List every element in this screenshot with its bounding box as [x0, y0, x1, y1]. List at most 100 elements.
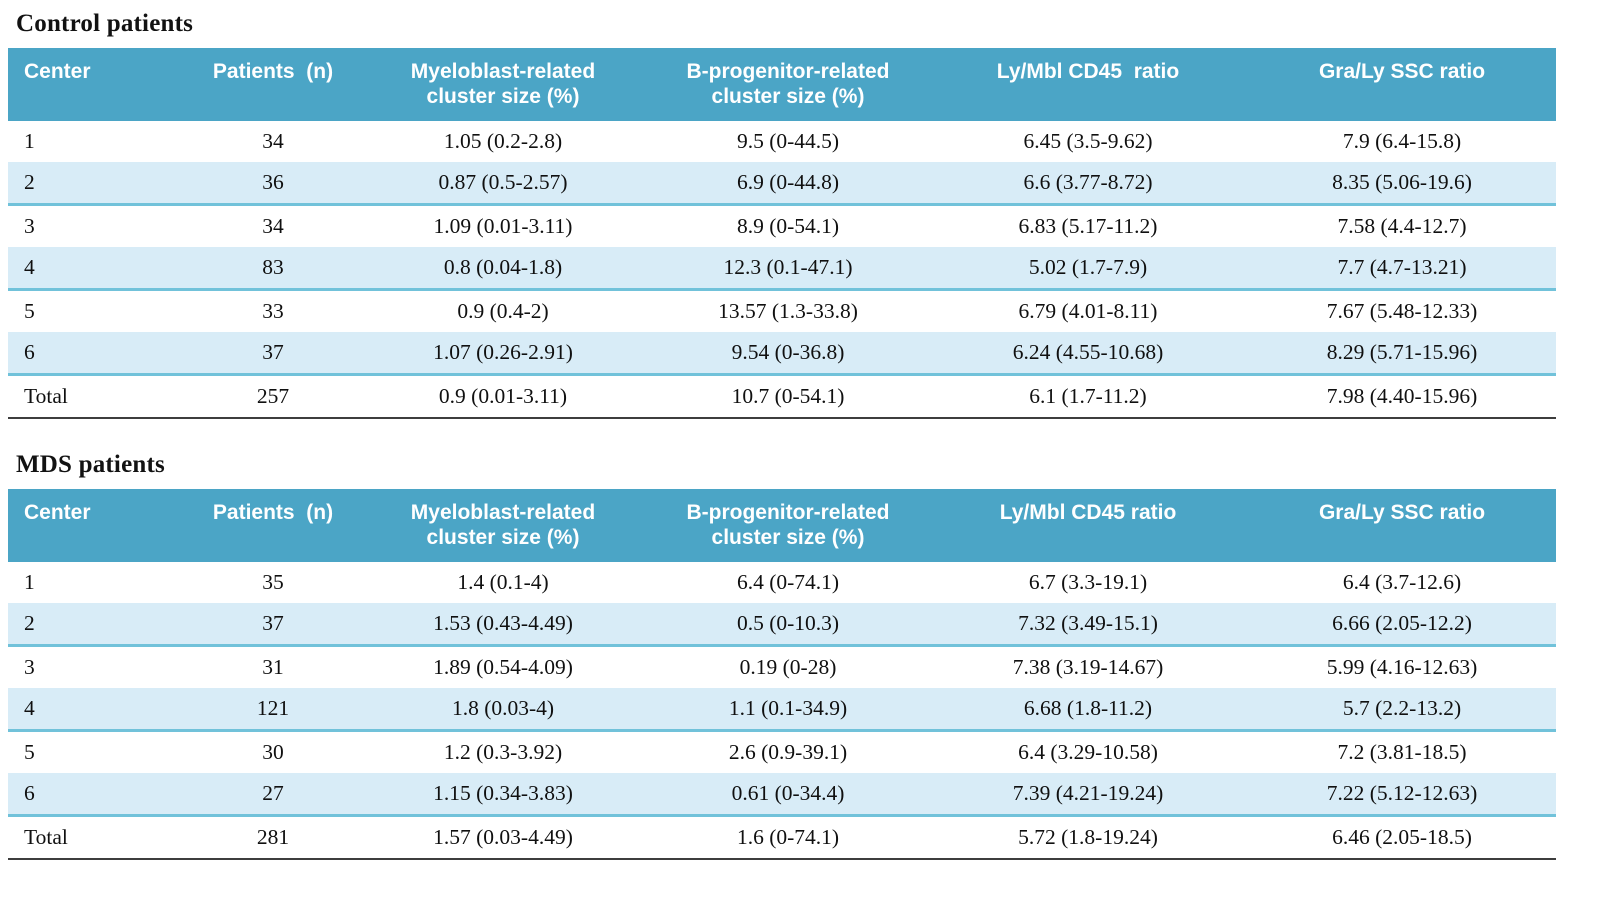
column-header: B-progenitor-related cluster size (%)	[648, 48, 928, 121]
table-cell: 6.4 (3.7-12.6)	[1248, 562, 1556, 603]
column-header: Patients (n)	[188, 48, 358, 121]
total-row: Total 281 1.57 (0.03-4.49) 1.6 (0-74.1) 5.72…	[8, 815, 1556, 860]
table-cell: 8.29 (5.71-15.96)	[1248, 332, 1556, 376]
table-cell: 10.7 (0-54.1)	[648, 374, 928, 419]
table-cell: 5	[8, 289, 188, 332]
table-cell: 7.38 (3.19-14.67)	[928, 645, 1248, 688]
table-cell: 1	[8, 121, 188, 162]
table-cell: 1.15 (0.34-3.83)	[358, 773, 648, 817]
table-cell: 30	[188, 730, 358, 773]
table-cell: 5.7 (2.2-13.2)	[1248, 688, 1556, 732]
table-cell: Total	[8, 815, 188, 860]
table-cell: 7.2 (3.81-18.5)	[1248, 730, 1556, 773]
control-patients-section: Control patients Center Patients (n) Myelo…	[8, 10, 1619, 419]
column-header: Gra/Ly SSC ratio	[1248, 48, 1556, 121]
table-cell: 1.4 (0.1-4)	[358, 562, 648, 603]
table-cell: 2	[8, 162, 188, 206]
table-cell: 281	[188, 815, 358, 860]
table-cell: 5.02 (1.7-7.9)	[928, 247, 1248, 291]
table-row: 5 33 0.9 (0.4-2) 13.57 (1.3-33.8) 6.79 (4.01…	[8, 289, 1556, 332]
table-cell: 1	[8, 562, 188, 603]
table-cell: 6.46 (2.05-18.5)	[1248, 815, 1556, 860]
column-header: Center	[8, 48, 188, 121]
table-cell: 0.9 (0.01-3.11)	[358, 374, 648, 419]
table-cell: 3	[8, 204, 188, 247]
table-cell: 8.35 (5.06-19.6)	[1248, 162, 1556, 206]
table-cell: 6.9 (0-44.8)	[648, 162, 928, 206]
table-row: 5 30 1.2 (0.3-3.92) 2.6 (0.9-39.1) 6.4 (3.29…	[8, 730, 1556, 773]
column-header: Patients (n)	[188, 489, 358, 562]
table-cell: 0.61 (0-34.4)	[648, 773, 928, 817]
table-cell: 6.83 (5.17-11.2)	[928, 204, 1248, 247]
table-cell: 9.54 (0-36.8)	[648, 332, 928, 376]
table-body: 1 35 1.4 (0.1-4) 6.4 (0-74.1) 6.7 (3.3-19.1)…	[8, 562, 1556, 860]
table-row: 1 35 1.4 (0.1-4) 6.4 (0-74.1) 6.7 (3.3-19.1)…	[8, 562, 1556, 603]
column-header: B-progenitor-related cluster size (%)	[648, 489, 928, 562]
table-cell: 6.68 (1.8-11.2)	[928, 688, 1248, 732]
table-cell: 6.6 (3.77-8.72)	[928, 162, 1248, 206]
table-cell: 7.39 (4.21-19.24)	[928, 773, 1248, 817]
section-title-mds: MDS patients	[16, 451, 165, 478]
table-cell: 9.5 (0-44.5)	[648, 121, 928, 162]
table-cell: 4	[8, 247, 188, 291]
table-cell: 1.6 (0-74.1)	[648, 815, 928, 860]
table-cell: 6.66 (2.05-12.2)	[1248, 603, 1556, 647]
table-cell: 37	[188, 603, 358, 647]
table-cell: 37	[188, 332, 358, 376]
table-cell: 7.98 (4.40-15.96)	[1248, 374, 1556, 419]
table-cell: 5.99 (4.16-12.63)	[1248, 645, 1556, 688]
table-cell: 6	[8, 773, 188, 817]
table-cell: 7.22 (5.12-12.63)	[1248, 773, 1556, 817]
table-cell: 13.57 (1.3-33.8)	[648, 289, 928, 332]
table-cell: 0.9 (0.4-2)	[358, 289, 648, 332]
table-cell: 7.32 (3.49-15.1)	[928, 603, 1248, 647]
table-cell: 31	[188, 645, 358, 688]
table-cell: 34	[188, 204, 358, 247]
table-cell: 12.3 (0.1-47.1)	[648, 247, 928, 291]
table-cell: 8.9 (0-54.1)	[648, 204, 928, 247]
table-cell: 7.7 (4.7-13.21)	[1248, 247, 1556, 291]
table-cell: 83	[188, 247, 358, 291]
table-row: 6 37 1.07 (0.26-2.91) 9.54 (0-36.8) 6.24 (4.…	[8, 332, 1556, 376]
table-cell: 4	[8, 688, 188, 732]
table-cell: 36	[188, 162, 358, 206]
table-cell: 35	[188, 562, 358, 603]
table-cell: 1.1 (0.1-34.9)	[648, 688, 928, 732]
section-title-control: Control patients	[16, 10, 194, 37]
column-header: Myeloblast-related cluster size (%)	[358, 48, 648, 121]
table-row: 3 34 1.09 (0.01-3.11) 8.9 (0-54.1) 6.83 (5.1…	[8, 204, 1556, 247]
mds-patients-table: Center Patients (n) Myeloblast-related clu…	[8, 489, 1556, 860]
table-cell: 2	[8, 603, 188, 647]
column-header: Gra/Ly SSC ratio	[1248, 489, 1556, 562]
table-row: 4 83 0.8 (0.04-1.8) 12.3 (0.1-47.1) 5.02 (1.…	[8, 247, 1556, 291]
table-cell: 1.89 (0.54-4.09)	[358, 645, 648, 688]
page: Control patients Center Patients (n) Myelo…	[8, 10, 1619, 860]
table-cell: 0.87 (0.5-2.57)	[358, 162, 648, 206]
table-cell: 7.67 (5.48-12.33)	[1248, 289, 1556, 332]
table-cell: 1.57 (0.03-4.49)	[358, 815, 648, 860]
table-cell: 2.6 (0.9-39.1)	[648, 730, 928, 773]
header-row: Center Patients (n) Myeloblast-related clu…	[8, 489, 1556, 562]
table-cell: 5	[8, 730, 188, 773]
table-cell: 6.7 (3.3-19.1)	[928, 562, 1248, 603]
table-cell: 1.53 (0.43-4.49)	[358, 603, 648, 647]
table-cell: 7.58 (4.4-12.7)	[1248, 204, 1556, 247]
table-header: Center Patients (n) Myeloblast-related clu…	[8, 489, 1556, 562]
table-cell: 7.9 (6.4-15.8)	[1248, 121, 1556, 162]
table-row: 4 121 1.8 (0.03-4) 1.1 (0.1-34.9) 6.68 (1.8-…	[8, 688, 1556, 732]
table-cell: 1.07 (0.26-2.91)	[358, 332, 648, 376]
table-row: 1 34 1.05 (0.2-2.8) 9.5 (0-44.5) 6.45 (3.5-9…	[8, 121, 1556, 162]
column-header: Center	[8, 489, 188, 562]
table-row: 2 36 0.87 (0.5-2.57) 6.9 (0-44.8) 6.6 (3.77-…	[8, 162, 1556, 206]
table-cell: 121	[188, 688, 358, 732]
table-cell: 27	[188, 773, 358, 817]
column-header: Ly/Mbl CD45 ratio	[928, 48, 1248, 121]
table-cell: 6	[8, 332, 188, 376]
table-cell: 0.19 (0-28)	[648, 645, 928, 688]
table-row: 6 27 1.15 (0.34-3.83) 0.61 (0-34.4) 7.39 (4.…	[8, 773, 1556, 817]
table-cell: 1.2 (0.3-3.92)	[358, 730, 648, 773]
table-cell: 6.24 (4.55-10.68)	[928, 332, 1248, 376]
column-header: Myeloblast-related cluster size (%)	[358, 489, 648, 562]
table-body: 1 34 1.05 (0.2-2.8) 9.5 (0-44.5) 6.45 (3.5-9…	[8, 121, 1556, 419]
table-cell: 1.8 (0.03-4)	[358, 688, 648, 732]
